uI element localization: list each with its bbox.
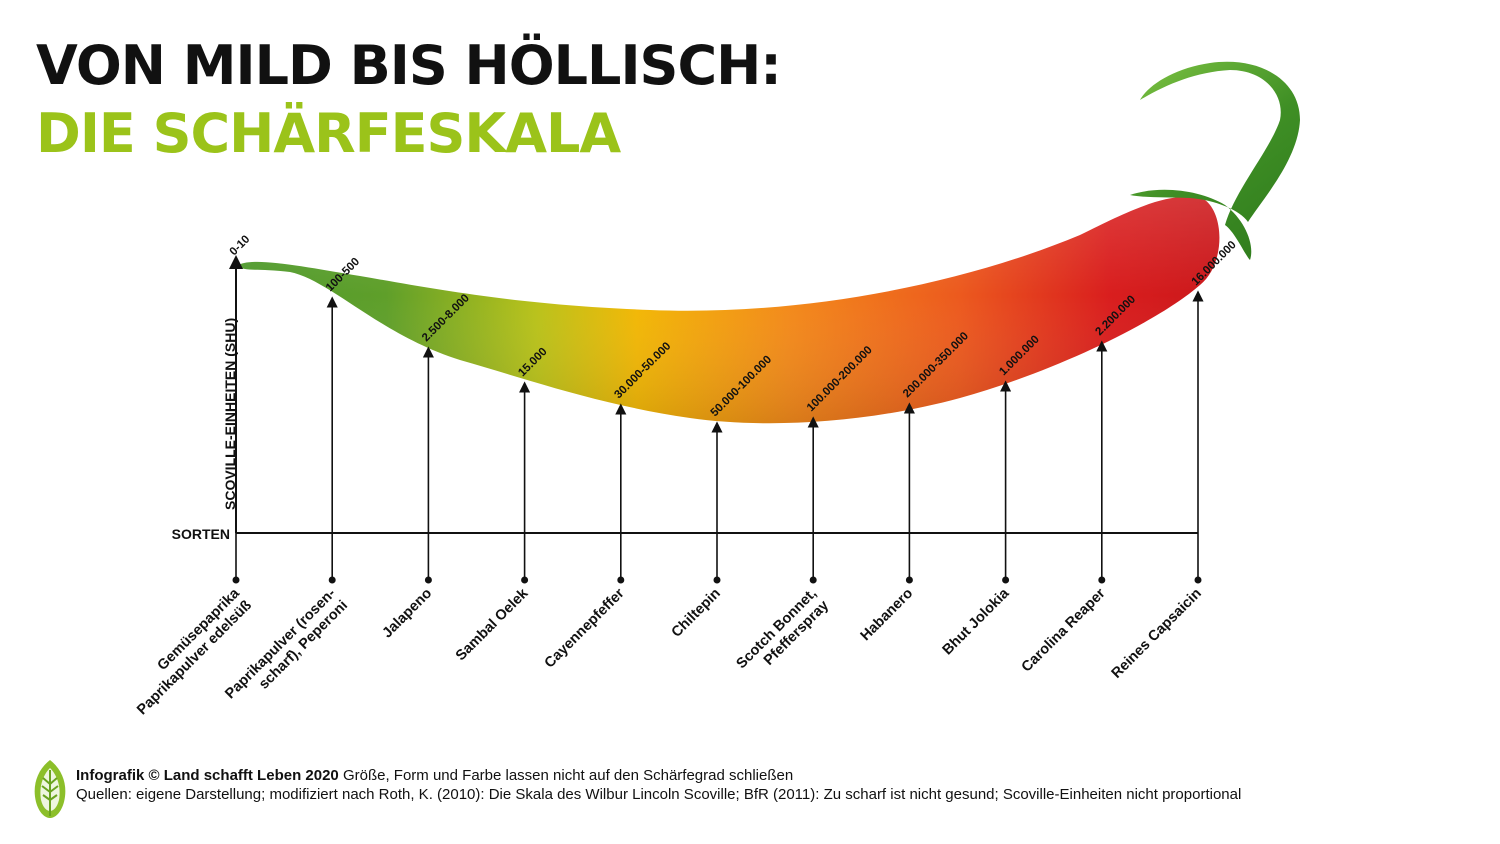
category-dot-6 (809, 576, 817, 584)
category-label-8: Bhut Jolokia (940, 585, 1013, 658)
category-dot-1 (328, 576, 336, 584)
footer-credit: Infografik © Land schafft Leben 2020 (76, 767, 339, 784)
y-axis-label: SCOVILLE-EINHEITEN (SHU) (222, 318, 238, 510)
leaf-logo-icon (34, 760, 66, 818)
x-axis-label: SORTEN (172, 526, 230, 542)
category-label-3: Sambal Oelek (453, 585, 532, 664)
footer: Infografik © Land schafft Leben 2020 Grö… (30, 758, 1241, 825)
pepper-stem (1130, 61, 1300, 260)
title-line-1: VON MILD BIS HÖLLISCH: (36, 34, 782, 97)
category-dot-5 (713, 576, 721, 584)
category-dot-3 (521, 576, 529, 584)
category-dot-7 (905, 576, 913, 584)
footer-sources: Quellen: eigene Darstellung; modifiziert… (76, 786, 1242, 803)
category-dot-0 (232, 576, 240, 584)
category-dot-2 (424, 576, 432, 584)
pepper-shading (237, 196, 1220, 424)
category-label-9: Carolina Reaper (1019, 585, 1109, 675)
category-label-2: Jalapeno (379, 585, 435, 641)
value-label-0: 0-10 (228, 233, 253, 258)
footer-disclaimer: Größe, Form und Farbe lassen nicht auf d… (338, 767, 794, 784)
category-label-5: Chiltepin (669, 586, 724, 641)
category-dot-4 (617, 576, 625, 584)
category-label-6: Scotch Bonnet,Pfefferspray (734, 586, 833, 685)
category-dot-10 (1194, 576, 1202, 584)
category-dot-9 (1098, 576, 1106, 584)
category-label-10: Reines Capsaicin (1109, 586, 1205, 682)
category-label-7: Habanero (858, 585, 917, 644)
category-dot-8 (1002, 576, 1010, 584)
footer-text: Infografik © Land schafft Leben 2020 Grö… (76, 766, 1241, 804)
category-label-4: Cayennepfeffer (542, 585, 628, 671)
title-line-2: DIE SCHÄRFESKALA (36, 102, 621, 165)
